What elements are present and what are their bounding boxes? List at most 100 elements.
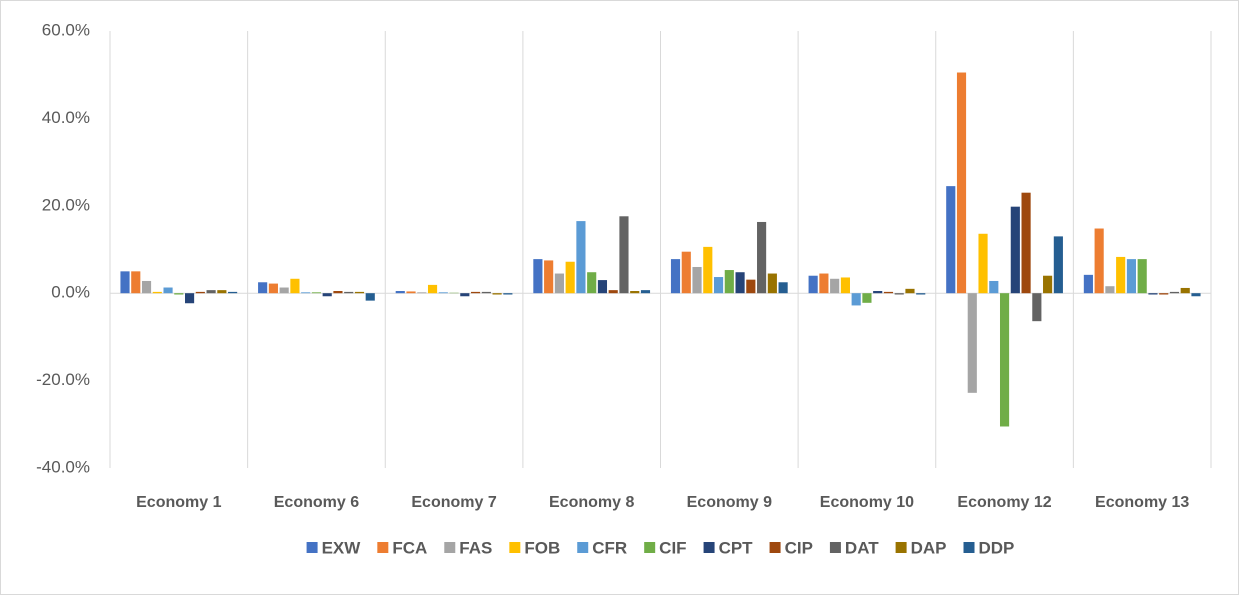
bar <box>619 216 629 294</box>
legend-swatch <box>644 542 656 553</box>
bar <box>999 293 1010 427</box>
bar <box>544 260 554 294</box>
bar <box>894 293 904 295</box>
bar <box>333 291 343 294</box>
bar <box>174 293 184 295</box>
legend-label: FAS <box>459 538 492 557</box>
bar <box>471 291 481 294</box>
bar <box>427 284 438 294</box>
bar <box>354 291 365 294</box>
bar <box>916 293 926 295</box>
legend-label: DDP <box>979 538 1015 557</box>
y-tick-label: 60.0% <box>42 20 90 39</box>
bar <box>141 280 152 294</box>
legend-label: FCA <box>392 538 427 557</box>
bar <box>1159 293 1169 295</box>
bar <box>1083 274 1093 294</box>
bar <box>279 287 289 294</box>
bar <box>862 293 872 303</box>
bar <box>460 293 470 297</box>
bar <box>1126 259 1137 294</box>
x-tick-label: Economy 6 <box>274 494 359 511</box>
bar <box>1021 192 1031 294</box>
y-tick-label: 20.0% <box>42 195 90 214</box>
x-tick-label: Economy 13 <box>1095 494 1189 511</box>
bar <box>703 246 713 294</box>
bar <box>681 251 691 294</box>
x-tick-label: Economy 9 <box>687 494 772 511</box>
bar <box>608 290 618 294</box>
x-tick-label: Economy 1 <box>136 494 221 511</box>
bar <box>630 291 640 294</box>
y-tick-label: -40.0% <box>36 457 90 476</box>
bar <box>851 293 861 306</box>
y-tick-label: 0.0% <box>51 283 90 302</box>
bar <box>1010 206 1020 294</box>
bar <box>946 186 956 294</box>
bar <box>767 273 777 294</box>
legend-swatch <box>895 542 907 553</box>
bar <box>989 280 999 294</box>
bar <box>163 287 173 294</box>
bar <box>724 270 734 294</box>
bar <box>290 278 300 294</box>
x-tick-label: Economy 8 <box>549 494 634 511</box>
y-tick-label: -20.0% <box>36 370 90 389</box>
x-tick-label: Economy 10 <box>820 494 914 511</box>
bar <box>713 277 724 294</box>
bar <box>417 292 427 294</box>
bar <box>481 291 491 294</box>
bar <box>184 293 195 304</box>
bar <box>640 290 651 294</box>
bar <box>1105 286 1115 294</box>
legend-swatch <box>377 542 389 553</box>
bar <box>692 266 702 294</box>
bar <box>967 293 977 393</box>
bar <box>503 293 513 295</box>
bar <box>1169 291 1180 294</box>
bar <box>344 291 354 294</box>
legend: EXW FCA FAS FOB CFR CIF CPT CIP DAT DAP DDP <box>306 538 1015 557</box>
bar <box>395 291 405 294</box>
legend-swatch <box>829 542 841 553</box>
bar <box>365 293 375 301</box>
legend-label: EXW <box>322 538 362 557</box>
legend-label: DAT <box>845 538 879 557</box>
bar <box>217 290 227 294</box>
bar <box>1180 287 1190 294</box>
legend-swatch <box>703 542 715 553</box>
bar <box>905 288 915 294</box>
legend-swatch <box>577 542 589 553</box>
legend-label: CIP <box>785 538 813 557</box>
x-tick-label: Economy 12 <box>957 494 1051 511</box>
bar <box>206 290 216 294</box>
bar <box>873 291 883 294</box>
bar <box>1116 256 1126 294</box>
bar <box>492 293 502 295</box>
bar <box>1094 228 1104 294</box>
bar <box>576 221 586 294</box>
bar <box>1032 293 1042 322</box>
bar <box>565 261 575 294</box>
x-tick-label: Economy 7 <box>411 494 496 511</box>
legend-swatch <box>963 542 975 553</box>
legend-swatch <box>306 542 318 553</box>
legend-swatch <box>769 542 781 553</box>
bar <box>819 273 829 294</box>
bar <box>311 292 322 294</box>
bar <box>746 279 756 294</box>
bar <box>195 291 205 294</box>
bar <box>152 291 162 294</box>
bar <box>322 293 332 297</box>
bar <box>1043 275 1053 294</box>
bar <box>131 271 141 294</box>
bar <box>1053 236 1063 294</box>
bar <box>1191 293 1201 297</box>
bar <box>1148 293 1158 295</box>
bar <box>670 259 681 294</box>
bar <box>554 273 564 294</box>
legend-label: CFR <box>592 538 627 557</box>
bar <box>757 221 767 294</box>
